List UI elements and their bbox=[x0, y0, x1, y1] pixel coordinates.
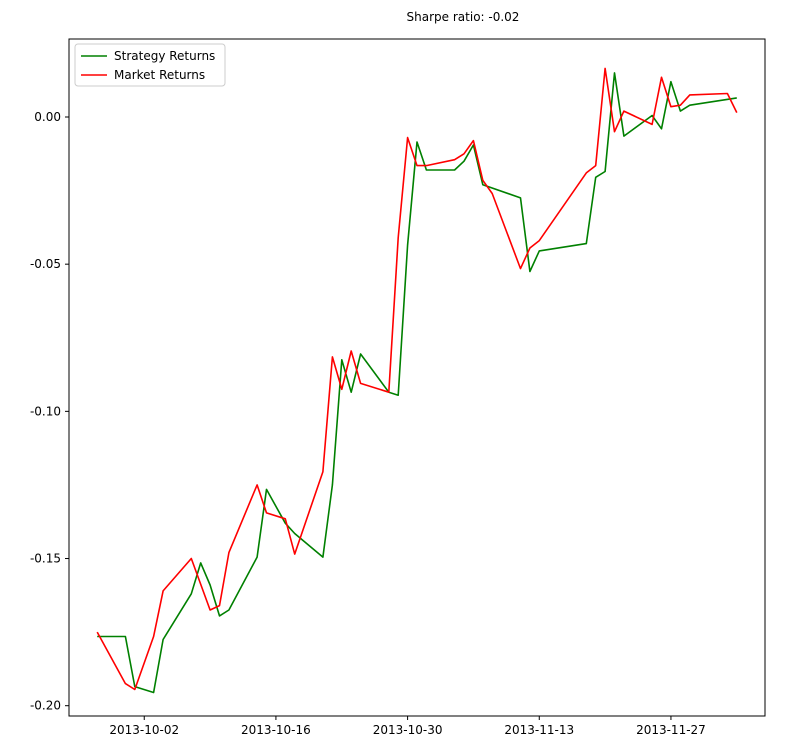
x-tick-label: 2013-10-02 bbox=[109, 723, 179, 737]
legend: Strategy Returns Market Returns bbox=[74, 43, 226, 87]
series-line-market-returns bbox=[96, 67, 738, 691]
y-axis: 0.00 -0.05 -0.10 -0.15 -0.20 bbox=[30, 110, 69, 713]
series-group bbox=[96, 67, 738, 694]
series-line-strategy-returns bbox=[97, 72, 737, 694]
x-tick-label: 2013-11-27 bbox=[636, 723, 706, 737]
chart-title: Sharpe ratio: -0.02 bbox=[407, 10, 520, 24]
y-tick-label: 0.00 bbox=[34, 110, 61, 124]
x-tick-label: 2013-10-16 bbox=[241, 723, 311, 737]
y-tick-label: -0.15 bbox=[30, 552, 61, 566]
plot-frame bbox=[68, 38, 766, 717]
x-tick-label: 2013-11-13 bbox=[504, 723, 574, 737]
x-tick-label: 2013-10-30 bbox=[373, 723, 443, 737]
legend-label-market: Market Returns bbox=[114, 68, 205, 82]
y-tick-label: -0.20 bbox=[30, 699, 61, 713]
y-tick-label: -0.05 bbox=[30, 257, 61, 271]
x-axis: 2013-10-02 2013-10-16 2013-10-30 2013-11-13… bbox=[109, 716, 706, 737]
legend-box bbox=[74, 43, 226, 87]
legend-label-strategy: Strategy Returns bbox=[114, 49, 215, 63]
y-tick-label: -0.10 bbox=[30, 404, 61, 418]
plot-area bbox=[69, 39, 765, 716]
